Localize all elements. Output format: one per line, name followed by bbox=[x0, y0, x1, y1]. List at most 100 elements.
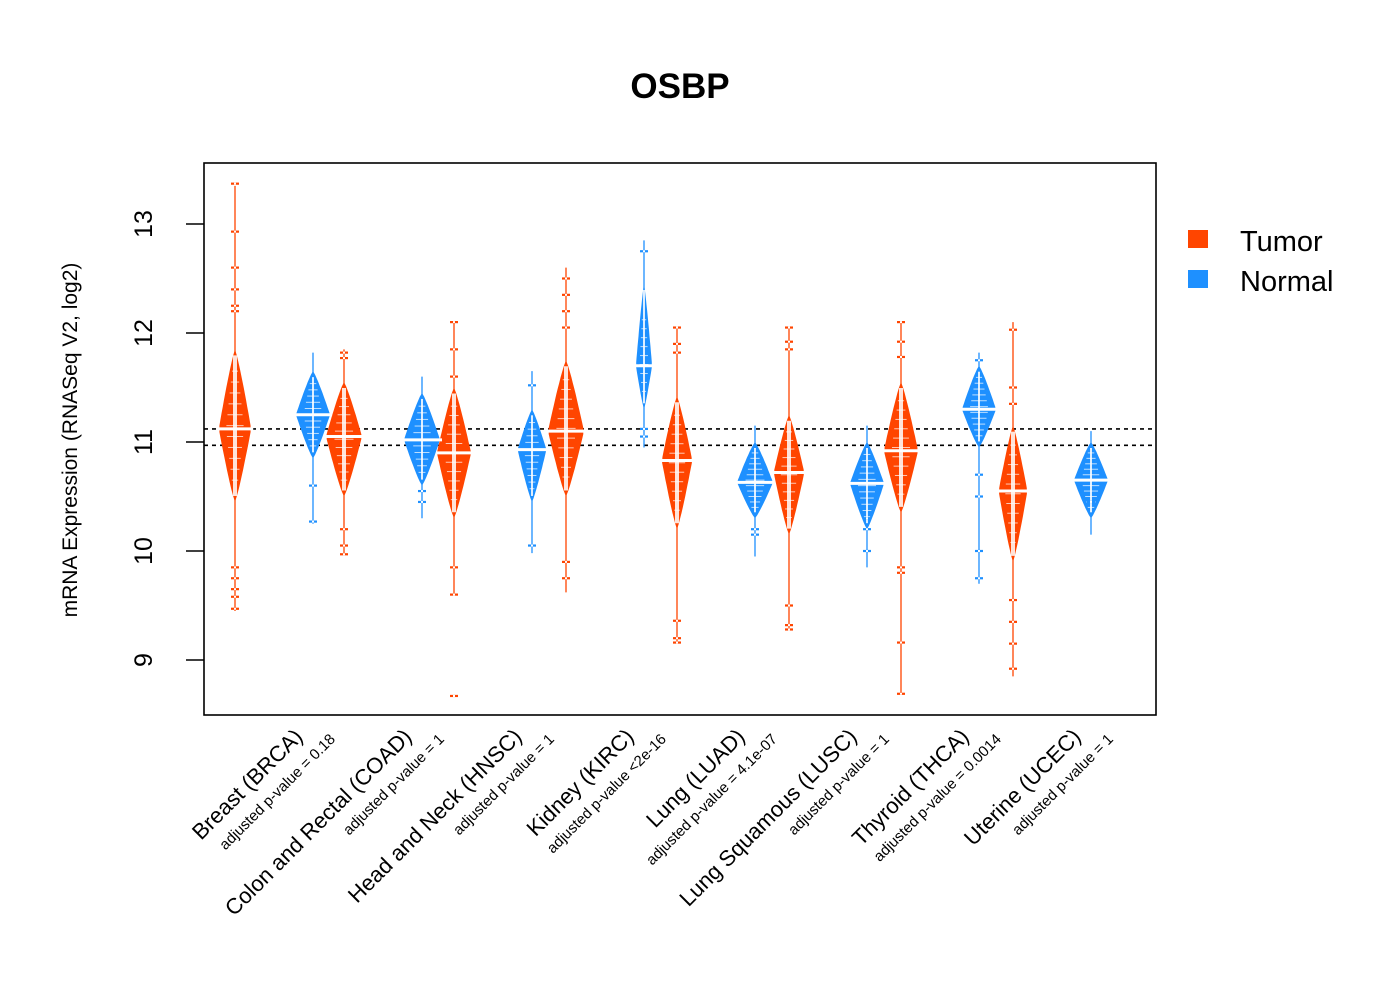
outlier-point-center bbox=[453, 593, 455, 596]
outlier-point-center bbox=[900, 571, 902, 574]
outlier-point-center bbox=[234, 577, 236, 580]
outlier-point-center bbox=[866, 517, 868, 520]
outlier-point-center bbox=[866, 550, 868, 552]
outlier-point-center bbox=[234, 230, 236, 233]
outlier-point-center bbox=[676, 641, 678, 644]
outlier-point-center bbox=[643, 435, 645, 438]
outlier-point-center bbox=[1012, 386, 1014, 389]
outlier-point-center bbox=[1012, 642, 1014, 645]
outlier-point-center bbox=[343, 544, 345, 547]
outlier-point-center bbox=[643, 250, 645, 253]
y-tick-label: 10 bbox=[130, 537, 158, 565]
outlier-point-center bbox=[978, 473, 980, 476]
outlier-point-center bbox=[312, 484, 314, 487]
outlier-point-center bbox=[421, 500, 423, 503]
outlier-point-center bbox=[900, 641, 902, 644]
outlier-point-center bbox=[453, 348, 455, 351]
outlier-point-center bbox=[234, 310, 236, 313]
outlier-point-center bbox=[1090, 500, 1092, 503]
outlier-point-center bbox=[788, 340, 790, 343]
outlier-point-center bbox=[900, 692, 902, 695]
outlier-point-center bbox=[234, 266, 236, 269]
outlier-point-center bbox=[900, 355, 902, 358]
outlier-point-center bbox=[1012, 667, 1014, 670]
outlier-point-center bbox=[234, 182, 236, 185]
outlier-point-center bbox=[565, 577, 567, 580]
outlier-point-center bbox=[234, 288, 236, 291]
outlier-point-center bbox=[234, 588, 236, 591]
outlier-point-center bbox=[978, 495, 980, 498]
outlier-point-center bbox=[866, 528, 868, 531]
violin-normal-6 bbox=[959, 352, 999, 584]
outlier-point-center bbox=[234, 607, 236, 610]
violin-normal-2 bbox=[515, 371, 549, 554]
outlier-point-center bbox=[754, 528, 756, 531]
violin-tumor-6 bbox=[881, 321, 921, 695]
y-tick-label: 11 bbox=[130, 429, 158, 455]
outlier-point-center bbox=[565, 560, 567, 563]
outlier-point-center bbox=[343, 553, 345, 556]
outlier-point-center bbox=[788, 628, 790, 631]
outlier-point-center bbox=[565, 277, 567, 280]
outlier-point-center bbox=[453, 321, 455, 324]
outlier-point-center bbox=[343, 357, 345, 360]
y-axis: 9 10 11 12 13 bbox=[130, 210, 204, 667]
outlier-point-center bbox=[900, 321, 902, 324]
violin-normal-4 bbox=[735, 425, 775, 557]
outlier-point-center bbox=[676, 619, 678, 622]
outlier-point-center bbox=[453, 694, 455, 697]
outlier-point-center bbox=[565, 293, 567, 296]
outlier-point-center bbox=[234, 566, 236, 569]
outlier-point-center bbox=[754, 533, 756, 536]
legend-swatch-normal bbox=[1188, 270, 1208, 288]
violin-tumor-7 bbox=[996, 322, 1030, 677]
outlier-point-center bbox=[676, 326, 678, 329]
outlier-point-center bbox=[453, 375, 455, 378]
outlier-point-center bbox=[343, 351, 345, 354]
violin-normal-0 bbox=[293, 352, 333, 524]
legend-swatch-tumor bbox=[1188, 230, 1208, 248]
outlier-point-center bbox=[900, 566, 902, 569]
violin-tumor-2 bbox=[434, 321, 474, 698]
outlier-point-center bbox=[978, 577, 980, 580]
outlier-point-center bbox=[453, 566, 455, 569]
outlier-point-center bbox=[643, 427, 645, 430]
outlier-point-center bbox=[676, 342, 678, 345]
violin-normal-7 bbox=[1071, 431, 1111, 535]
outlier-point-center bbox=[978, 550, 980, 552]
outlier-point-center bbox=[676, 637, 678, 640]
violin-tumor-3 bbox=[546, 267, 586, 593]
outlier-point-center bbox=[1012, 328, 1014, 331]
outlier-point-center bbox=[234, 595, 236, 598]
violin-tumor-4 bbox=[659, 326, 695, 644]
outlier-point-center bbox=[900, 340, 902, 343]
legend-label-normal: Normal bbox=[1240, 266, 1333, 298]
chart-title: OSBP bbox=[630, 67, 729, 106]
violin-tumor-5 bbox=[771, 326, 807, 631]
outlier-point-center bbox=[978, 359, 980, 362]
outlier-point-center bbox=[531, 544, 533, 547]
y-tick-label: 13 bbox=[130, 210, 158, 238]
outlier-point-center bbox=[343, 528, 345, 531]
outlier-point-center bbox=[1012, 599, 1014, 602]
outlier-point-center bbox=[788, 326, 790, 329]
outlier-point-center bbox=[234, 304, 236, 307]
outlier-point-center bbox=[1012, 402, 1014, 405]
outlier-point-center bbox=[788, 604, 790, 607]
violin-tumor-1 bbox=[324, 349, 364, 556]
outlier-point-center bbox=[1012, 620, 1014, 623]
violin-normal-5 bbox=[847, 425, 887, 568]
violin-tumor-0 bbox=[216, 182, 254, 611]
violin-normal-1 bbox=[402, 376, 442, 519]
outlier-point-center bbox=[312, 520, 314, 523]
outlier-point-center bbox=[531, 384, 533, 387]
violins bbox=[216, 182, 1111, 698]
outlier-point-center bbox=[421, 490, 423, 493]
legend: Tumor Normal bbox=[1188, 226, 1333, 298]
outlier-point-center bbox=[788, 348, 790, 351]
y-tick-label: 9 bbox=[130, 653, 158, 667]
legend-label-tumor: Tumor bbox=[1240, 226, 1323, 258]
plot-frame bbox=[203, 162, 1157, 716]
